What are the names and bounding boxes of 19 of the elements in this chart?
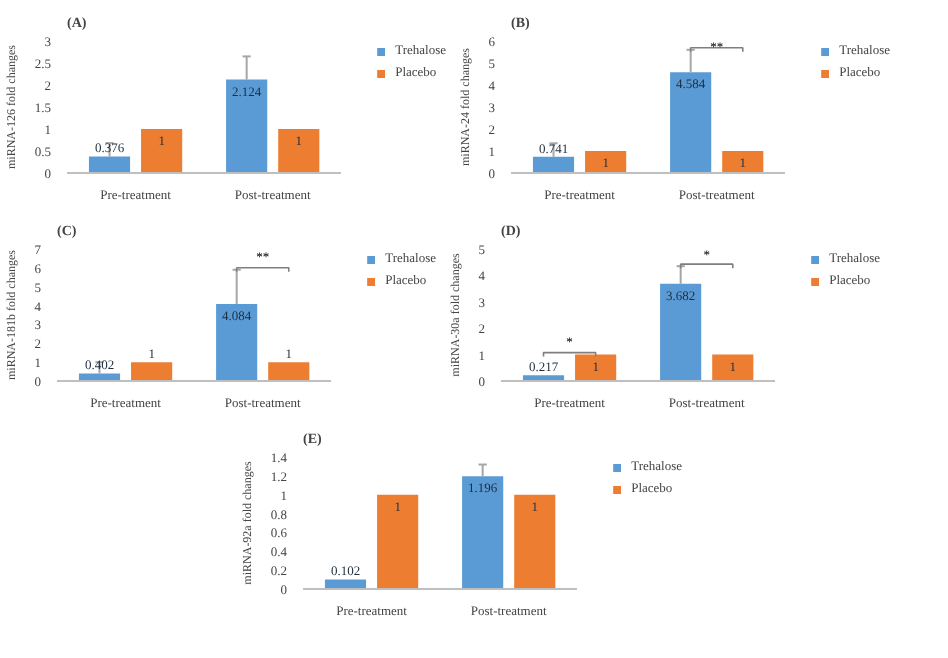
bar <box>324 579 367 589</box>
bar <box>268 362 310 381</box>
bar <box>216 303 258 381</box>
bar <box>226 79 268 173</box>
bar <box>278 129 320 173</box>
bar <box>660 283 702 381</box>
bar <box>670 72 712 173</box>
bar <box>131 362 173 381</box>
bar <box>575 354 617 381</box>
bar <box>377 494 419 589</box>
bar <box>585 151 627 173</box>
bar <box>532 156 575 173</box>
bar <box>462 476 504 589</box>
bar <box>712 354 754 381</box>
bar <box>78 373 121 381</box>
bar <box>88 156 131 173</box>
bar <box>722 151 764 173</box>
bar <box>141 129 183 173</box>
bar <box>514 494 556 589</box>
